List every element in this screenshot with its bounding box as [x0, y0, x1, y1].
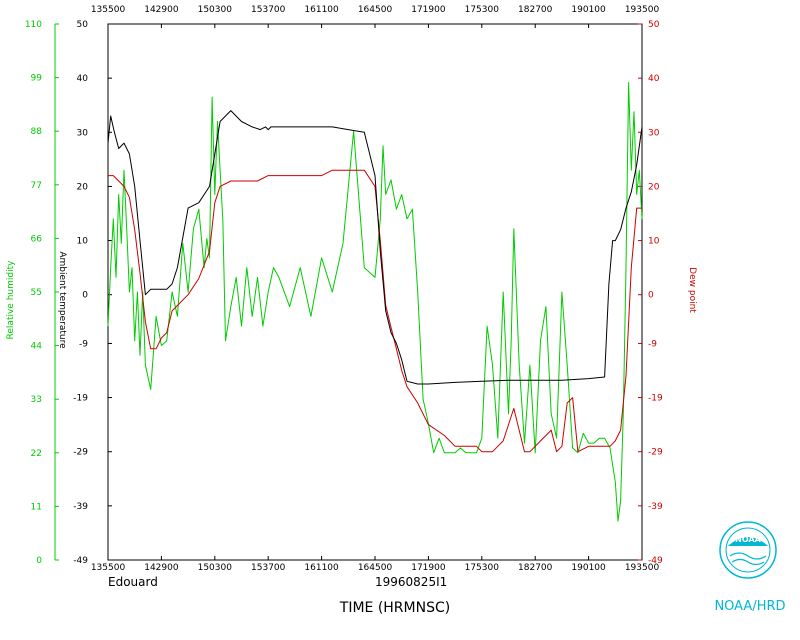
x-top-tick-label: 171900: [411, 5, 446, 15]
storm-name: Edouard: [108, 575, 158, 589]
flight-id: 19960825I1: [375, 575, 447, 589]
rh-tick-label: 33: [31, 395, 42, 405]
temp-ticks: -49 -39 -29 -19 -9 0 10 20 30 40 50: [73, 20, 112, 566]
rh-tick-label: 11: [31, 502, 42, 512]
x-top-tick-label: 150300: [198, 5, 233, 15]
rh-tick-label: 77: [31, 181, 42, 191]
dew-tick-label: -29: [648, 448, 663, 458]
x-top-tick-label: 161100: [304, 5, 339, 15]
rh-tick-label: 44: [31, 342, 43, 352]
temp-tick-label: -29: [73, 448, 88, 458]
temp-tick-label: -9: [79, 339, 88, 349]
noaa-logo: NOAA: [719, 521, 777, 579]
rh-tick-label: 99: [31, 74, 43, 84]
temp-tick-label: 50: [77, 20, 89, 30]
x-bottom-tick-label: 142900: [144, 563, 179, 573]
rh-tick-label: 110: [25, 20, 42, 30]
temp-tick-label: 40: [77, 74, 89, 84]
dew-tick-label: -9: [648, 339, 657, 349]
x-bottom-tick-label: 175300: [465, 563, 500, 573]
dew-tick-label: 20: [648, 182, 660, 192]
temp-tick-label: -39: [73, 502, 88, 512]
dew-axis-label: Dew point: [687, 267, 697, 313]
dew-tick-label: -39: [648, 502, 663, 512]
x-top-tick-label: 142900: [144, 5, 179, 15]
rh-tick-label: 88: [31, 127, 43, 137]
temp-tick-label: 20: [77, 182, 89, 192]
logo-text: NOAA: [735, 535, 761, 544]
dew-tick-label: 30: [648, 128, 660, 138]
x-bottom-tick-label: 193500: [625, 563, 660, 573]
x-bottom-tick-label: 164500: [358, 563, 393, 573]
x-top-tick-label: 193500: [625, 5, 660, 15]
x-bottom-tick-label: 153700: [251, 563, 286, 573]
x-bottom-ticks: 135500 142900 150300 153700 161100 164500 1719…: [91, 556, 660, 573]
x-bottom-tick-label: 135500: [91, 563, 126, 573]
dew-ticks: -49 -39 -29 -19 -9 0 10 20 30 40 50: [638, 20, 663, 566]
temp-tick-label: 0: [82, 291, 88, 301]
dew-tick-label: -49: [648, 556, 663, 566]
temp-tick-label: -49: [73, 556, 88, 566]
x-top-tick-label: 153700: [251, 5, 286, 15]
rh-ticks: 0 11 22 33 44 55 66 77 88 99 110: [25, 20, 59, 566]
x-bottom-tick-label: 161100: [304, 563, 339, 573]
rh-tick-label: 66: [31, 234, 43, 244]
temp-tick-label: 10: [77, 237, 89, 247]
x-bottom-tick-label: 190100: [571, 563, 606, 573]
x-top-tick-label: 182700: [518, 5, 553, 15]
ambient-temperature-line: [107, 110, 643, 385]
x-bottom-tick-label: 150300: [198, 563, 233, 573]
x-bottom-tick-label: 171900: [411, 563, 446, 573]
temp-tick-label: 30: [77, 128, 89, 138]
dew-point-line: [108, 169, 642, 453]
rh-tick-label: 22: [31, 449, 42, 459]
temp-axis-label: Ambient temperature: [57, 251, 67, 349]
x-top-tick-label: 164500: [358, 5, 393, 15]
dew-tick-label: 10: [648, 237, 660, 247]
relative-humidity-line: [107, 82, 643, 522]
series-layer: [107, 82, 643, 522]
x-top-tick-label: 190100: [571, 5, 606, 15]
dew-tick-label: -19: [648, 394, 663, 404]
x-axis-label: TIME (HRMNSC): [339, 600, 450, 616]
x-bottom-tick-label: 182700: [518, 563, 553, 573]
temp-tick-label: -19: [73, 394, 88, 404]
x-top-tick-label: 175300: [465, 5, 500, 15]
dew-tick-label: 40: [648, 74, 660, 84]
dew-tick-label: 50: [648, 20, 660, 30]
rh-tick-label: 55: [31, 288, 42, 298]
dew-tick-label: 0: [648, 291, 654, 301]
rh-tick-label: 0: [36, 556, 42, 566]
x-top-tick-label: 135500: [91, 5, 126, 15]
rh-axis-label: Relative humidity: [6, 260, 16, 340]
x-top-ticks: 135500 142900 150300 153700 161100 164500 1719…: [91, 5, 660, 28]
org-label: NOAA/HRD: [714, 599, 785, 614]
